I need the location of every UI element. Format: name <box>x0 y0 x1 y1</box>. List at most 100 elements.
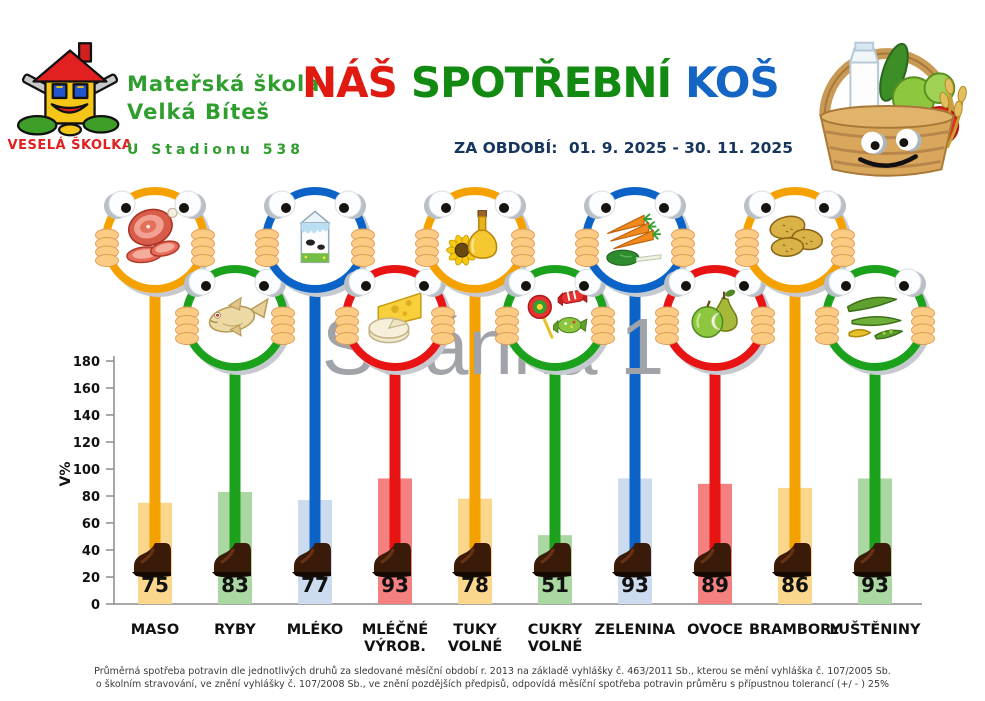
hand-icon <box>431 332 455 345</box>
bar-value-label: 93 <box>861 573 889 597</box>
y-tick-label: 80 <box>82 490 100 505</box>
y-axis-title: V% <box>58 462 74 487</box>
hand-icon <box>495 332 519 345</box>
legumes-icon <box>846 296 904 340</box>
lollipop-legumes <box>815 265 935 375</box>
shoe-icon <box>374 543 411 572</box>
bar-value-label: 86 <box>781 573 809 597</box>
hand-icon <box>735 254 759 267</box>
y-tick-label: 120 <box>73 436 100 451</box>
fish-icon <box>208 296 269 337</box>
bar-value-labels: 75 83 77 93 78 51 93 89 86 93 <box>141 573 889 597</box>
lollipop-shoes <box>132 543 891 578</box>
bar-value-label: 93 <box>621 573 649 597</box>
title-word-spotrebni: SPOTŘEBNÍ <box>410 58 672 107</box>
hand-icon <box>191 254 215 267</box>
y-tick-label: 100 <box>73 463 100 478</box>
shoe-icon <box>454 543 491 572</box>
bar-value-label: 51 <box>541 573 569 597</box>
hand-icon <box>351 254 375 267</box>
category-label: MLÉČNÉ <box>362 620 428 638</box>
category-label: MLÉKO <box>287 621 344 638</box>
sweets-icon <box>527 288 588 339</box>
lollipop-vegetables <box>575 187 695 297</box>
lollipop-meat <box>95 187 215 297</box>
hand-icon <box>175 332 199 345</box>
hand-icon <box>255 254 279 267</box>
category-label: VÝROB. <box>364 637 426 655</box>
period-label: ZA OBDOBÍ: <box>454 139 558 157</box>
category-labels: MASO RYBY MLÉKO MLÉČNÉVÝROB.TUKYVOLNÉCUKRYV… <box>131 620 921 655</box>
y-tick-label: 0 <box>91 598 100 613</box>
bar-value-label: 89 <box>701 573 729 597</box>
y-tick-label: 160 <box>73 382 100 397</box>
lollipop-fruit <box>655 265 775 375</box>
y-tick-label: 20 <box>82 571 100 586</box>
oil-icon <box>446 210 498 266</box>
category-label: MASO <box>131 622 179 638</box>
hand-icon <box>831 254 855 267</box>
bar-value-label: 75 <box>141 573 169 597</box>
y-tick-label: 140 <box>73 409 100 424</box>
category-label: OVOCE <box>687 622 743 638</box>
shoe-icon <box>614 543 651 572</box>
category-label: RYBY <box>214 622 256 638</box>
bar-value-label: 77 <box>301 573 329 597</box>
chart-bars <box>138 478 892 604</box>
school-name-line2: Velká Bíteš <box>127 100 270 124</box>
hand-icon <box>95 254 119 267</box>
y-tick-label: 180 <box>73 355 100 370</box>
hand-icon <box>911 332 935 345</box>
lollipop-sticks <box>149 260 881 562</box>
page-title: NÁŠ SPOTŘEBNÍ KOŠ <box>295 58 785 107</box>
hand-icon <box>575 254 599 267</box>
category-label: VOLNÉ <box>448 638 503 655</box>
footer-line1: Průměrná spotřeba potravin dle jednotliv… <box>94 666 891 677</box>
meat-icon <box>126 207 180 264</box>
category-label: ZELENINA <box>595 622 676 638</box>
shoe-icon <box>854 543 891 572</box>
hand-icon <box>751 332 775 345</box>
lollipop-heads <box>95 187 935 375</box>
logo-caption: VESELÁ ŠKOLKA <box>7 138 133 153</box>
title-word-kos: KOŠ <box>685 58 780 107</box>
category-label: LUŠTĚNINY <box>830 620 921 638</box>
hand-icon <box>671 254 695 267</box>
school-logo-icon <box>16 42 120 137</box>
lollipop-fish <box>175 265 295 375</box>
lollipop-oil <box>415 187 535 297</box>
shoe-icon <box>214 543 251 572</box>
milk-icon <box>299 210 331 264</box>
hand-icon <box>415 254 439 267</box>
shoe-icon <box>694 543 731 572</box>
lollipop-milk <box>255 187 375 297</box>
bar-value-label: 93 <box>381 573 409 597</box>
title-word-nas: NÁŠ <box>302 58 398 107</box>
category-label: CUKRY <box>528 622 583 638</box>
school-name-line1: Mateřská škola <box>127 72 321 96</box>
vegetables-icon <box>606 213 662 266</box>
lollipop-potatoes <box>735 187 855 297</box>
period-line: ZA OBDOBÍ: 01. 9. 2025 - 30. 11. 2025 <box>454 139 793 157</box>
hand-icon <box>815 332 839 345</box>
lollipop-cheese <box>335 265 455 375</box>
shoe-icon <box>294 543 331 572</box>
hand-icon <box>271 332 295 345</box>
hand-icon <box>591 332 615 345</box>
potatoes-icon <box>769 215 824 258</box>
y-tick-label: 60 <box>82 517 100 532</box>
cheese-icon <box>368 292 422 344</box>
category-label: TUKY <box>453 622 497 638</box>
shoe-icon <box>534 543 571 572</box>
footer-line2: o školním stravování, ve znění vyhlášky … <box>95 678 890 690</box>
shoe-icon <box>774 543 811 572</box>
hand-icon <box>335 332 359 345</box>
shoe-icon <box>134 543 171 572</box>
category-label: BRAMBORY <box>749 622 842 638</box>
food-basket-icon <box>819 41 967 177</box>
period-value: 01. 9. 2025 - 30. 11. 2025 <box>568 139 793 157</box>
y-tick-label: 40 <box>82 544 100 559</box>
footer-note: Průměrná spotřeba potravin dle jednotliv… <box>0 666 985 691</box>
